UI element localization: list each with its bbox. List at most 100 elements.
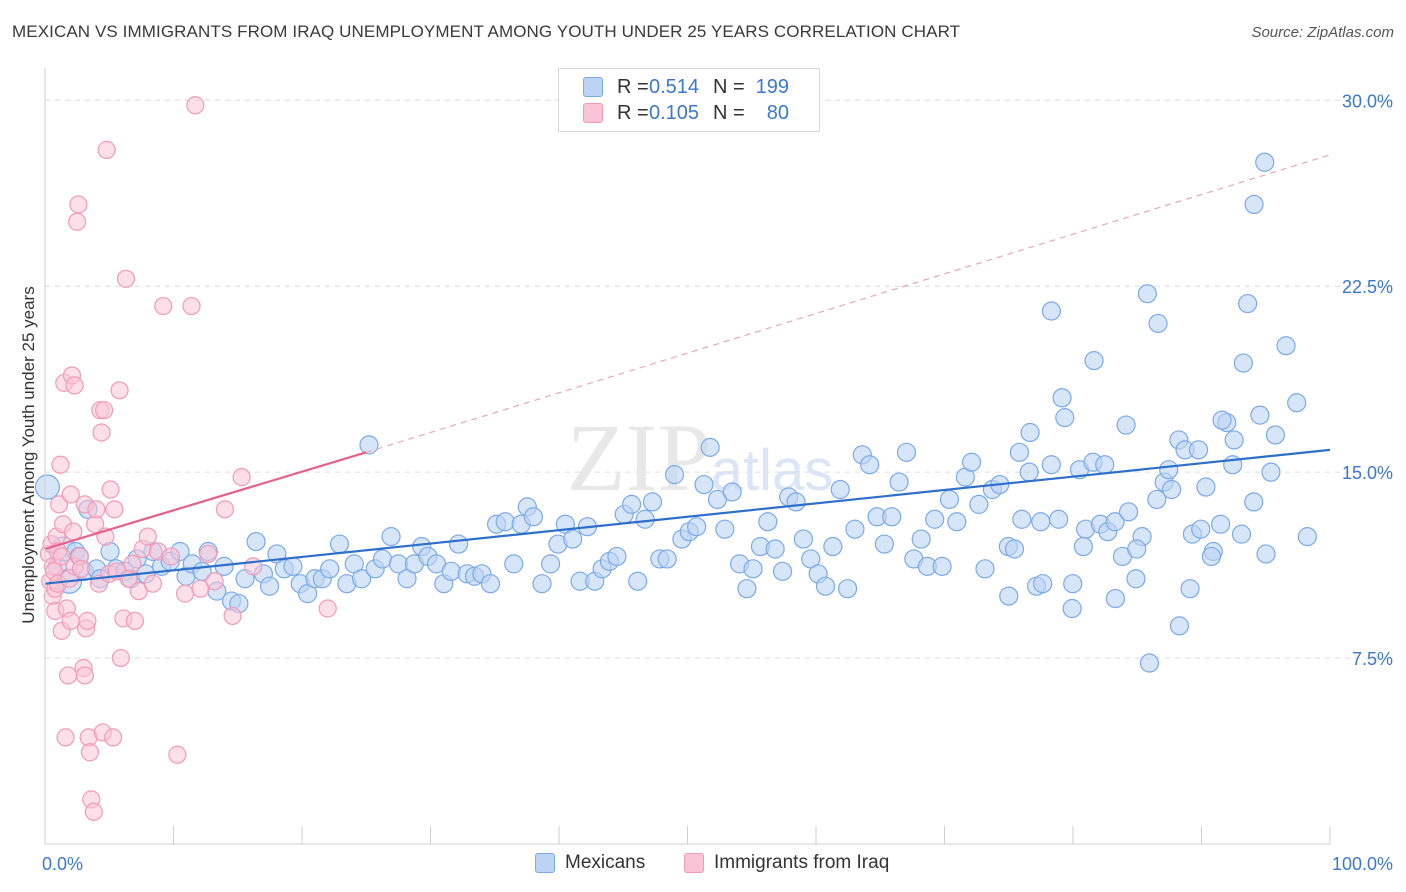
data-point-mexicans (1127, 539, 1147, 559)
trend-line-iraq (44, 451, 367, 551)
data-point-mexicans (607, 546, 627, 567)
data-point-mexicans (1147, 489, 1167, 510)
data-point-iraq (215, 500, 234, 519)
data-point-mexicans (1169, 616, 1189, 636)
data-point-mexicans (34, 474, 61, 500)
data-point-mexicans (999, 586, 1019, 606)
data-point-mexicans (1049, 509, 1069, 529)
data-point-iraq (75, 666, 94, 685)
legend-swatch-blue (583, 77, 603, 97)
data-point-mexicans (495, 512, 515, 532)
data-point-iraq (129, 582, 148, 601)
source-label: Source: ZipAtlas.com (1251, 24, 1394, 41)
data-point-iraq (232, 468, 251, 487)
legend-swatch-pink (583, 103, 603, 123)
data-point-mexicans (743, 559, 763, 579)
data-point-mexicans (947, 512, 967, 532)
data-point-mexicans (1055, 408, 1075, 428)
data-point-mexicans (1191, 519, 1211, 539)
data-point-iraq (154, 296, 173, 316)
data-point-mexicans (932, 556, 952, 576)
data-point-iraq (161, 547, 181, 566)
data-point-iraq (199, 544, 218, 564)
data-point-mexicans (975, 559, 995, 579)
data-point-mexicans (1244, 492, 1264, 512)
data-point-iraq (80, 743, 100, 762)
data-point-mexicans (563, 529, 583, 549)
data-point-mexicans (925, 509, 945, 529)
data-point-mexicans (1126, 569, 1146, 589)
data-point-mexicans (1261, 462, 1281, 482)
data-point-mexicans (1161, 479, 1182, 500)
data-point-mexicans (765, 539, 785, 559)
data-point-mexicans (1180, 579, 1200, 599)
data-point-mexicans (657, 549, 677, 569)
data-point-mexicans (540, 554, 561, 574)
bottom-legend-label: Immigrants from Iraq (714, 852, 890, 873)
y-axis-label: Unemployment Among Youth under 25 years (19, 286, 38, 623)
data-point-mexicans (1238, 293, 1258, 314)
trend-line-mexicans (44, 448, 1331, 585)
trend-line-iraq-extension (366, 154, 1331, 453)
data-point-mexicans (283, 556, 303, 576)
data-point-mexicans (939, 489, 960, 510)
data-point-iraq (95, 401, 114, 420)
data-point-iraq (84, 802, 103, 821)
data-point-mexicans (1265, 425, 1285, 445)
axes: 0.0% 100.0% (42, 68, 1393, 874)
data-point-mexicans (772, 561, 793, 581)
data-point-mexicans (845, 519, 865, 539)
data-point-mexicans (1020, 422, 1040, 443)
data-point-iraq (56, 728, 75, 747)
data-point-mexicans (793, 529, 813, 549)
legend-r-label: R = (617, 75, 649, 98)
data-point-mexicans (1255, 152, 1275, 172)
data-point-mexicans (352, 569, 372, 589)
data-point-mexicans (694, 474, 714, 495)
data-point-mexicans (246, 531, 266, 552)
data-point-mexicans (882, 507, 902, 527)
data-point-iraq (105, 500, 124, 519)
data-point-iraq (61, 611, 80, 630)
data-point-mexicans (532, 574, 552, 594)
data-point-mexicans (737, 579, 757, 599)
data-point-iraq (61, 485, 80, 504)
data-point-mexicans (815, 576, 836, 596)
data-point-mexicans (628, 571, 648, 591)
watermark-zip: ZIP (567, 404, 711, 511)
data-point-mexicans (1084, 351, 1104, 371)
data-point-iraq (104, 728, 123, 747)
data-point-mexicans (1159, 460, 1179, 480)
data-point-mexicans (830, 479, 850, 500)
bottom-legend-label: Mexicans (565, 852, 646, 873)
data-point-mexicans (523, 507, 544, 527)
data-point-mexicans (1256, 544, 1276, 564)
data-point-mexicans (621, 494, 642, 514)
data-point-mexicans (1033, 574, 1053, 594)
data-point-mexicans (320, 559, 340, 579)
data-point-iraq (68, 212, 87, 231)
stats-legend: R = 0.514 N = 199 R = 0.105 N = 80 (558, 68, 820, 132)
legend-n-label: N = (713, 101, 745, 124)
data-point-mexicans (1105, 512, 1125, 532)
data-point-mexicans (1052, 388, 1072, 408)
x-tick-label-min: 0.0% (42, 854, 83, 874)
gridlines: 7.5% 15.0% 22.5% 30.0% (45, 91, 1393, 669)
data-point-mexicans (480, 574, 501, 594)
data-point-mexicans (1041, 455, 1061, 475)
data-point-mexicans (329, 534, 350, 554)
data-point-mexicans (874, 534, 894, 554)
y-tick-label: 30.0% (1342, 91, 1393, 111)
chart-title: MEXICAN VS IMMIGRANTS FROM IRAQ UNEMPLOY… (12, 22, 961, 41)
data-point-mexicans (1009, 442, 1030, 462)
data-point-mexicans (687, 517, 707, 537)
data-point-mexicans (1233, 353, 1253, 373)
data-point-mexicans (359, 435, 379, 455)
data-point-iraq (125, 611, 145, 630)
data-point-mexicans (664, 465, 685, 485)
data-point-mexicans (1244, 194, 1264, 215)
data-point-mexicans (1212, 410, 1232, 430)
data-point-iraq (51, 455, 70, 474)
legend-n-value: 199 (755, 75, 789, 98)
data-point-mexicans (896, 442, 917, 462)
